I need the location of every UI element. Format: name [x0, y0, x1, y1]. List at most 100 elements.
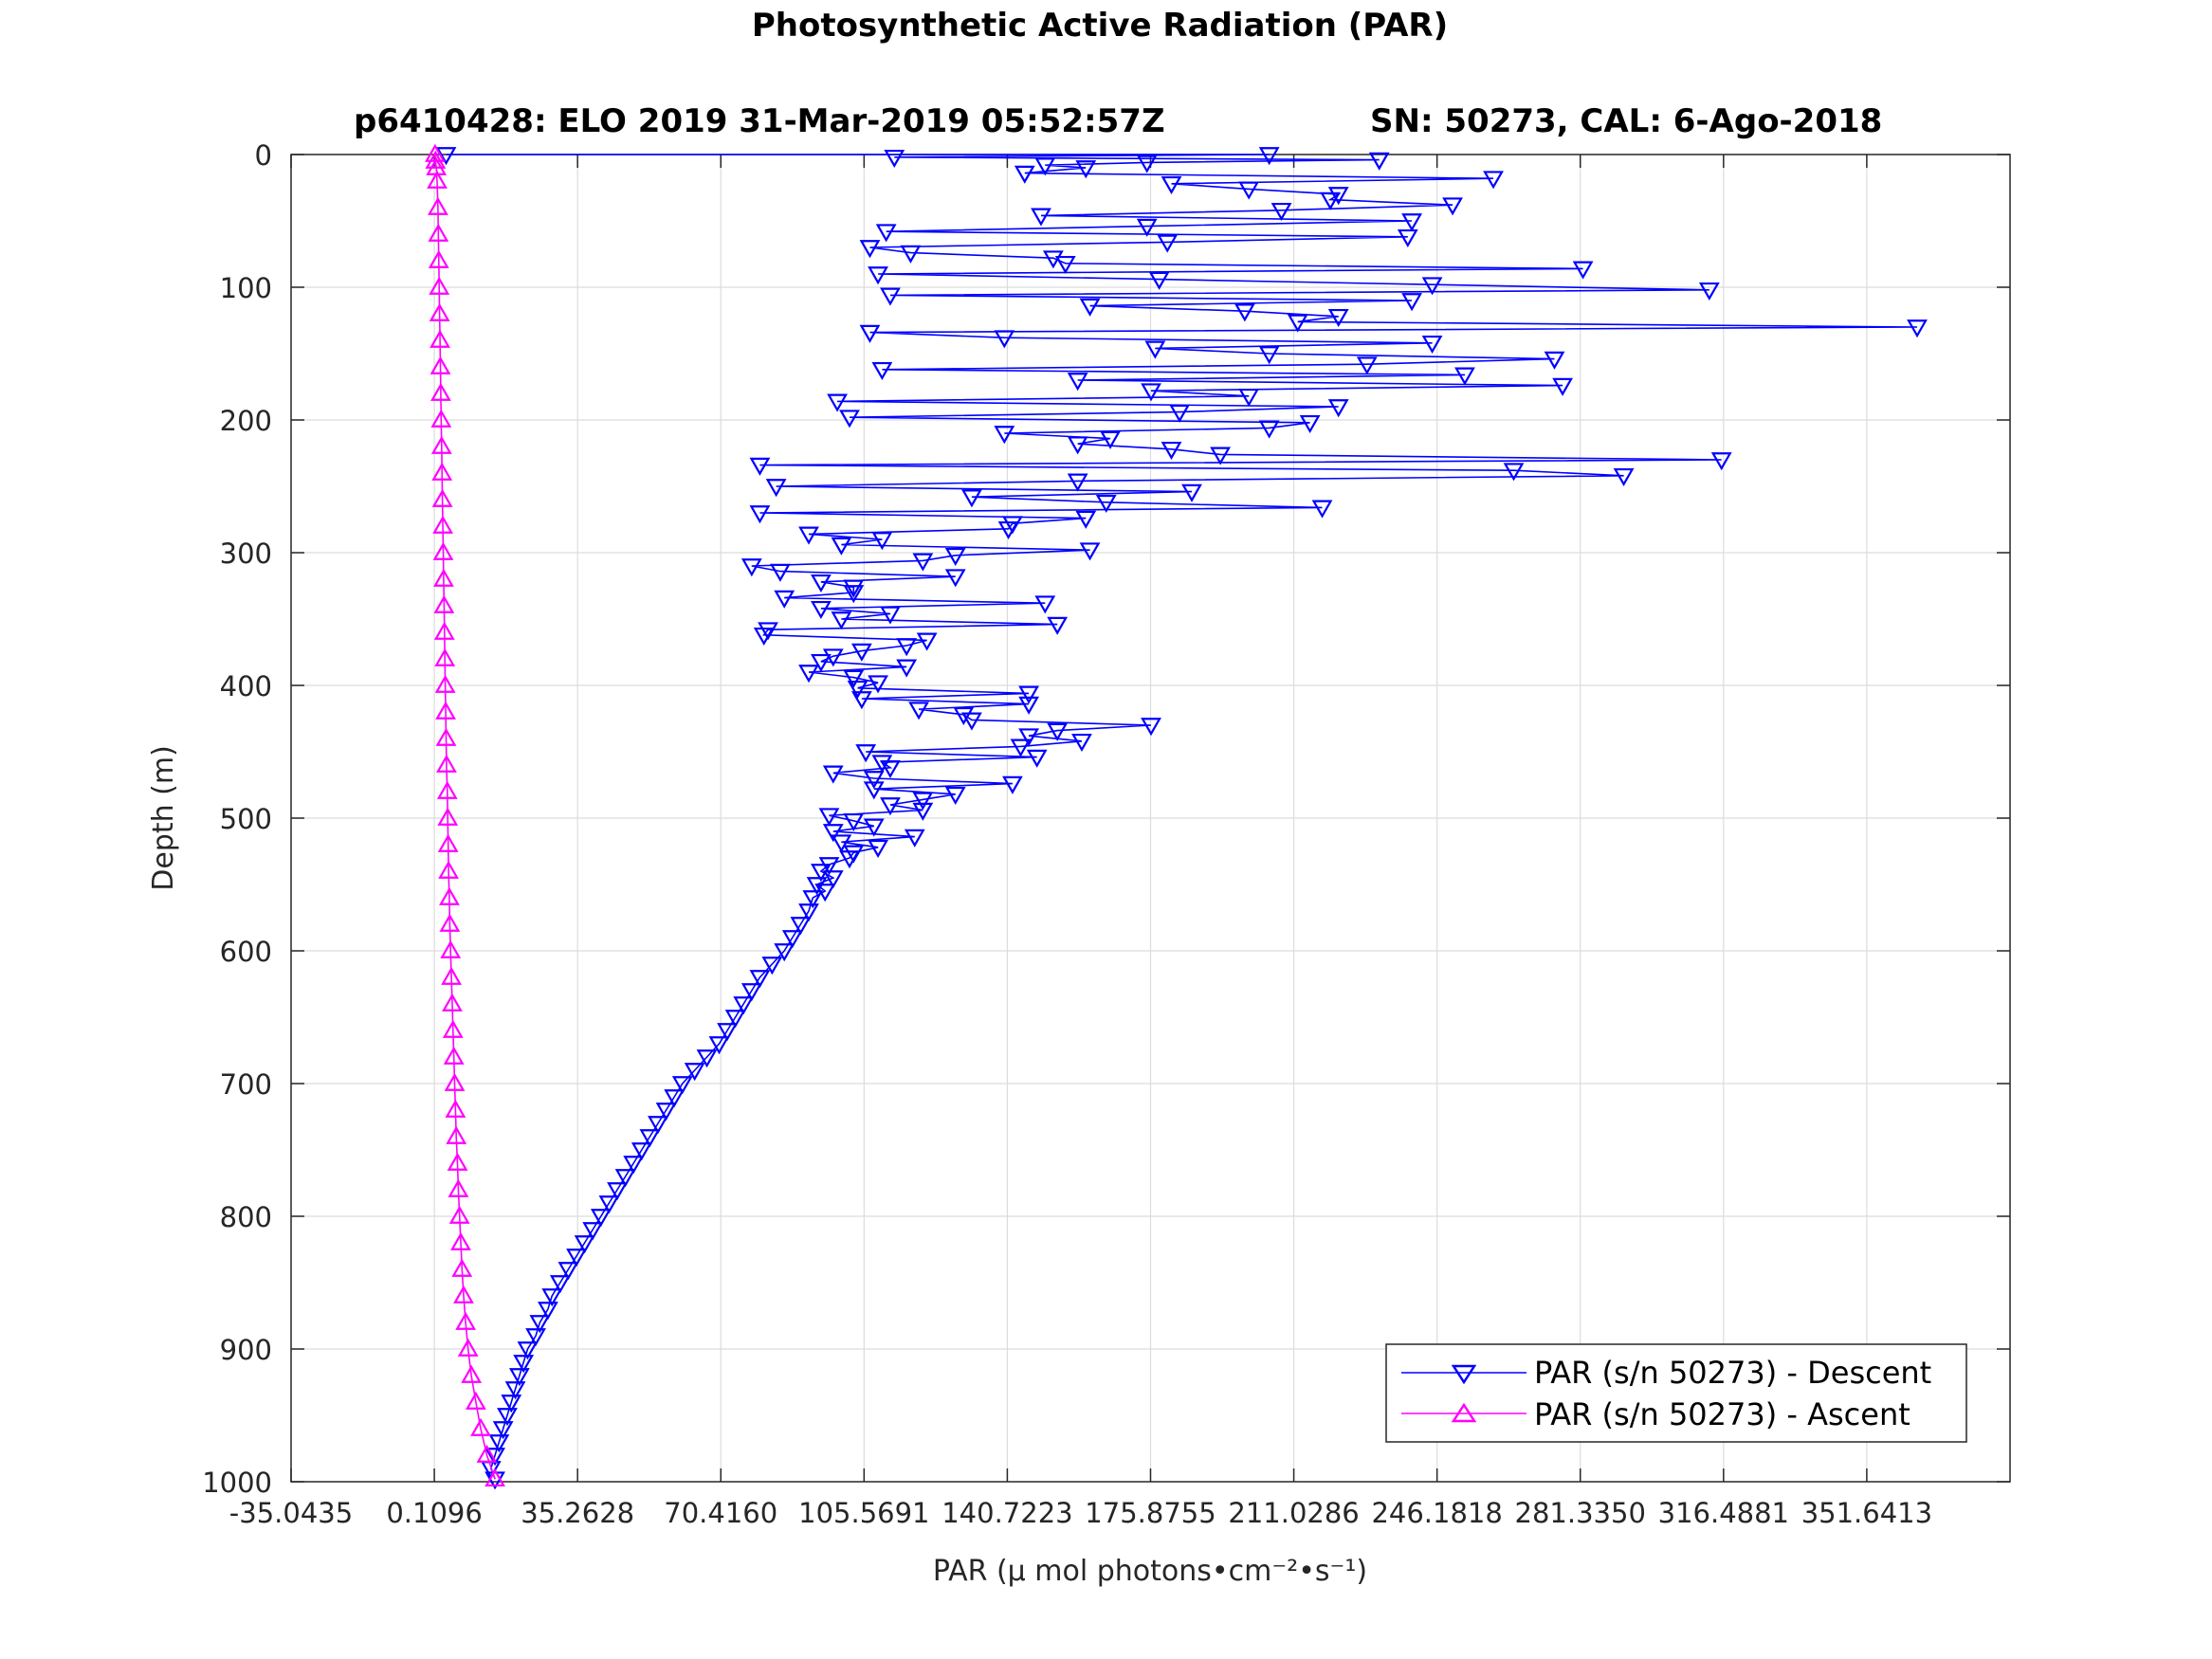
descent-data-point: [761, 957, 783, 975]
descent-data-point: [1031, 208, 1051, 227]
descent-data-point: [1157, 234, 1179, 253]
ascent-data-point: [430, 329, 450, 348]
descent-data-point: [912, 792, 934, 811]
descent-data-point: [684, 1063, 705, 1082]
data-series: [425, 143, 1928, 1490]
descent-data-point: [488, 1434, 510, 1453]
ascent-data-point: [433, 568, 454, 587]
ascent-data-point: [453, 1285, 474, 1304]
descent-data-point: [655, 1103, 677, 1121]
chart-subtitle-profile: p6410428: ELO 2019 31-Mar-2019 05:52:57Z: [354, 102, 1165, 140]
descent-data-point: [1572, 261, 1594, 280]
ascent-data-point: [461, 1364, 483, 1383]
ascent-data-point: [440, 939, 462, 958]
descent-data-point: [822, 765, 844, 784]
descent-data-point: [740, 983, 762, 1002]
descent-data-point: [508, 1368, 530, 1387]
descent-data-point: [811, 600, 832, 620]
descent-data-point: [1047, 722, 1069, 741]
ascent-data-point: [428, 223, 449, 242]
descent-data-point: [1907, 319, 1928, 338]
descent-data-point: [541, 1288, 563, 1307]
x-tick-label: 35.2628: [521, 1497, 634, 1529]
descent-data-point: [1067, 436, 1088, 455]
descent-data-point: [1327, 399, 1349, 418]
descent-data-point: [1054, 255, 1076, 275]
descent-data-point: [1148, 271, 1170, 290]
descent-data-point: [497, 1408, 518, 1427]
descent-data-point: [859, 240, 881, 259]
y-tick-label: 200: [220, 405, 272, 437]
descent-data-point: [574, 1235, 595, 1254]
descent-data-point: [944, 569, 966, 588]
descent-data-point: [1169, 404, 1191, 423]
descent-data-point: [811, 574, 832, 593]
descent-data-point: [1710, 452, 1732, 471]
x-tick-label: 211.0286: [1228, 1497, 1359, 1529]
descent-data-point: [912, 553, 934, 572]
descent-data-point: [1258, 346, 1280, 365]
y-tick-label: 0: [255, 139, 272, 172]
descent-data-point: [1238, 181, 1260, 200]
descent-data-point: [781, 930, 803, 949]
descent-data-point: [847, 680, 868, 700]
descent-data-point: [1327, 187, 1349, 206]
ascent-data-point: [428, 249, 449, 268]
descent-data-point: [1401, 213, 1422, 232]
ascent-data-point: [442, 1019, 464, 1038]
descent-data-point: [1503, 463, 1525, 482]
descent-data-point: [607, 1182, 628, 1201]
ascent-data-point: [434, 674, 456, 693]
descent-data-point: [904, 829, 925, 848]
descent-data-point: [1047, 616, 1069, 635]
descent-data-point: [843, 579, 865, 598]
ascent-data-point: [476, 1444, 498, 1463]
y-tick-label: 500: [220, 803, 272, 835]
descent-data-point: [566, 1249, 587, 1267]
descent-data-point: [863, 781, 885, 800]
descent-data-point: [831, 611, 852, 630]
descent-data-point: [517, 1341, 539, 1360]
descent-data-point: [961, 712, 982, 731]
descent-data-point: [1095, 494, 1117, 514]
descent-data-point: [884, 149, 905, 169]
descent-data-point: [1018, 685, 1039, 704]
ascent-data-point: [431, 462, 453, 481]
descent-data-point: [1356, 356, 1378, 375]
descent-data-point: [863, 771, 885, 790]
descent-data-point: [1161, 441, 1182, 461]
descent-data-point: [839, 410, 860, 428]
descent-data-point: [765, 479, 787, 498]
ascent-data-point: [439, 886, 460, 905]
descent-data-point: [1483, 171, 1504, 190]
x-axis-label: PAR (μ mol photons•cm⁻²•s⁻¹): [933, 1555, 1367, 1588]
descent-data-point: [525, 1328, 546, 1347]
ascent-data-point: [433, 594, 455, 613]
descent-data-point: [944, 786, 966, 806]
ascent-data-point: [434, 647, 456, 666]
legend-ascent-marker: [1451, 1402, 1477, 1423]
descent-data-point: [1079, 298, 1101, 317]
descent-data-point: [868, 675, 888, 694]
descent-data-point: [492, 1421, 514, 1440]
ascent-data-point: [437, 833, 459, 852]
descent-data-point: [908, 702, 929, 720]
descent-data-point: [871, 755, 893, 774]
descent-data-point: [1210, 447, 1231, 465]
x-tick-label: 281.3350: [1515, 1497, 1646, 1529]
descent-data-point: [880, 287, 901, 306]
descent-data-point: [623, 1156, 645, 1175]
descent-data-point: [582, 1222, 604, 1241]
descent-data-point: [1238, 388, 1260, 408]
descent-data-point: [1067, 373, 1088, 392]
descent-data-point: [912, 802, 934, 821]
descent-data-point: [994, 426, 1015, 445]
descent-data-point: [855, 744, 877, 763]
x-tick-label: -35.0435: [229, 1497, 353, 1529]
ascent-data-point: [441, 966, 462, 985]
descent-data-point: [863, 818, 885, 837]
descent-data-point: [1034, 157, 1056, 176]
descent-data-point: [749, 970, 771, 989]
y-tick-label: 900: [220, 1334, 272, 1366]
